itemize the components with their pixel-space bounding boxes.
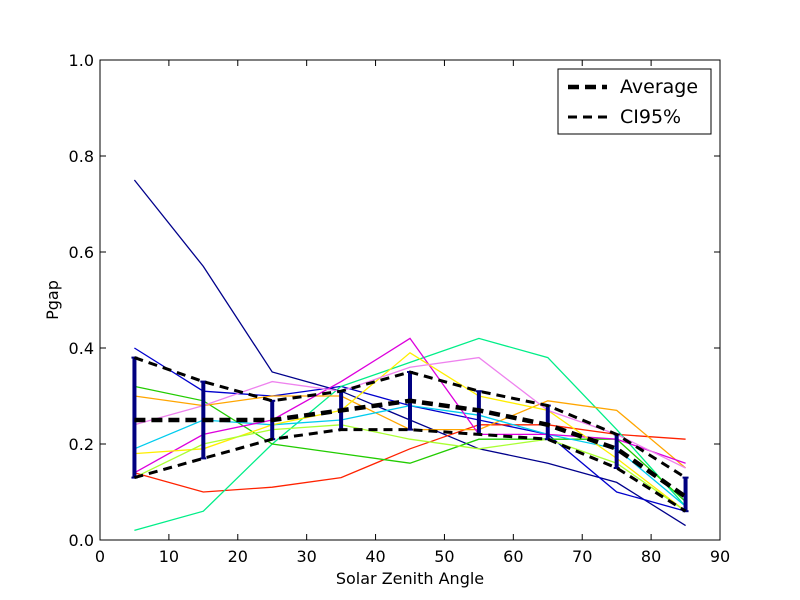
ci95-upper-line: [133, 356, 687, 479]
series-line-s10: [134, 356, 686, 469]
legend: Average CI95%: [557, 68, 712, 135]
x-tick-label: 20: [228, 547, 248, 566]
x-tick-label: 0: [95, 547, 105, 566]
stat-layer: [133, 356, 687, 513]
x-tick-label: 40: [365, 547, 385, 566]
x-tick-label: 60: [503, 547, 523, 566]
series-line-s4: [134, 337, 687, 532]
y-tick-label: 1.0: [69, 51, 94, 70]
legend-ci95-label: CI95%: [620, 106, 681, 128]
y-tick-label: 0.0: [69, 531, 94, 550]
y-tick-label: 0.6: [69, 243, 94, 262]
ci95-lower-line: [133, 428, 687, 513]
series-line-s11: [134, 424, 686, 512]
legend-box: [557, 68, 712, 135]
y-tick-label: 0.8: [69, 147, 94, 166]
y-axis-label: Pgap: [43, 280, 62, 320]
x-tick-label: 30: [296, 547, 316, 566]
series-line-s3: [134, 424, 686, 493]
x-tick-label: 90: [710, 547, 730, 566]
x-axis-label: Solar Zenith Angle: [336, 569, 484, 588]
x-tick-label: 70: [572, 547, 592, 566]
average-line: [134, 398, 687, 499]
y-tick-label: 0.4: [69, 339, 94, 358]
x-tick-label: 50: [434, 547, 454, 566]
y-tick-label: 0.2: [69, 435, 94, 454]
plot-frame: [99, 59, 721, 541]
tick-layer: 0 10 20 30 40 50 60 70 80 90 0.0 0.2 0.4 0.6 0.8 1.0: [69, 51, 731, 566]
x-tick-label: 10: [159, 547, 179, 566]
legend-average-label: Average: [620, 76, 698, 98]
x-tick-label: 80: [641, 547, 661, 566]
series-line-s8: [134, 337, 686, 474]
